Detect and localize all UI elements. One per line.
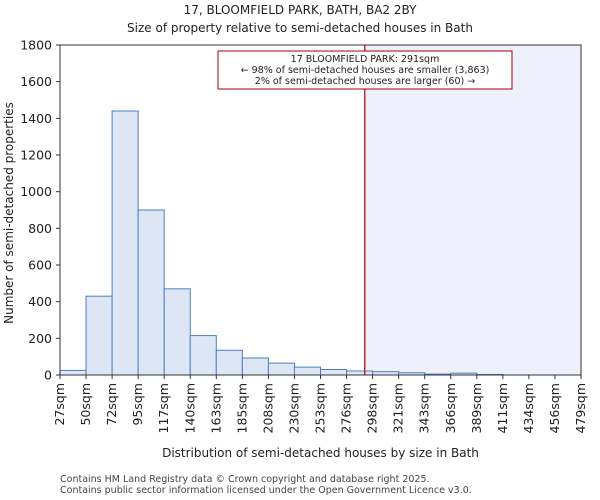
x-tick-label-185sqm: 185sqm bbox=[234, 383, 249, 433]
bar-163sqm bbox=[215, 349, 243, 376]
x-tick-label-434sqm: 434sqm bbox=[521, 383, 536, 433]
annotation-line-3: 2% of semi-detached houses are larger (6… bbox=[255, 76, 475, 87]
y-axis-ticks: 0 200 400 600 800 1000 1200 1400 1600 1800 bbox=[20, 38, 60, 383]
larger-region-highlight bbox=[364, 45, 581, 375]
annotation-line-1: 17 BLOOMFIELD PARK: 291sqm bbox=[291, 54, 440, 65]
x-tick-label-479sqm: 479sqm bbox=[573, 383, 588, 433]
x-tick-label-366sqm: 366sqm bbox=[443, 383, 458, 433]
x-tick-label-321sqm: 321sqm bbox=[391, 383, 406, 433]
bar-140sqm bbox=[189, 335, 217, 376]
bar-276sqm bbox=[346, 370, 374, 376]
x-tick-label-389sqm: 389sqm bbox=[469, 383, 484, 433]
chart-title: 17, BLOOMFIELD PARK, BATH, BA2 2BY bbox=[183, 3, 417, 17]
y-tick-label-1000: 1000 bbox=[20, 184, 52, 199]
y-tick-label-1400: 1400 bbox=[20, 111, 52, 126]
y-axis-label: Number of semi-detached properties bbox=[2, 102, 16, 324]
x-axis-ticks: 27sqm 50sqm 72sqm 95sqm 117sqm 140sqm 163sqm 18… bbox=[52, 375, 588, 433]
x-tick-label-411sqm: 411sqm bbox=[495, 383, 510, 433]
x-tick-label-208sqm: 208sqm bbox=[260, 383, 275, 433]
bar-27sqm bbox=[59, 369, 87, 376]
y-tick-label-200: 200 bbox=[28, 331, 52, 346]
x-tick-label-276sqm: 276sqm bbox=[339, 383, 354, 433]
x-tick-label-27sqm: 27sqm bbox=[52, 383, 67, 426]
x-tick-label-50sqm: 50sqm bbox=[78, 383, 93, 426]
x-tick-label-456sqm: 456sqm bbox=[547, 383, 562, 433]
x-axis-label: Distribution of semi-detached houses by … bbox=[162, 446, 479, 460]
x-tick-label-298sqm: 298sqm bbox=[365, 383, 380, 433]
bar-230sqm bbox=[293, 366, 322, 376]
x-tick-label-343sqm: 343sqm bbox=[417, 383, 432, 433]
annotation-box bbox=[217, 50, 513, 90]
footer-line-1: Contains HM Land Registry data © Crown c… bbox=[60, 474, 430, 485]
y-tick-label-1800: 1800 bbox=[20, 38, 52, 53]
y-tick-label-600: 600 bbox=[28, 258, 52, 273]
x-tick-label-117sqm: 117sqm bbox=[156, 383, 171, 433]
marker-annotation: 17 BLOOMFIELD PARK: 291sqm ← 98% of semi… bbox=[217, 50, 513, 90]
y-tick-label-1200: 1200 bbox=[20, 148, 52, 163]
bar-185sqm bbox=[241, 357, 269, 376]
y-tick-label-400: 400 bbox=[28, 294, 52, 309]
bar-95sqm bbox=[137, 209, 165, 376]
bar-208sqm bbox=[267, 362, 295, 376]
bar-72sqm bbox=[111, 110, 139, 376]
x-tick-label-95sqm: 95sqm bbox=[130, 383, 145, 426]
chart-subtitle: Size of property relative to semi-detach… bbox=[127, 21, 473, 35]
bar-253sqm bbox=[320, 369, 348, 376]
x-tick-label-163sqm: 163sqm bbox=[208, 383, 223, 433]
y-tick-label-1600: 1600 bbox=[20, 74, 52, 89]
bars-group bbox=[59, 110, 504, 376]
histogram-chart: 0 200 400 600 800 1000 1200 1400 1600 1800 27sqm 5… bbox=[2, 38, 588, 461]
bar-117sqm bbox=[163, 288, 191, 376]
x-tick-label-230sqm: 230sqm bbox=[286, 383, 301, 433]
x-tick-label-140sqm: 140sqm bbox=[182, 383, 197, 433]
y-tick-label-800: 800 bbox=[28, 221, 52, 236]
x-tick-label-253sqm: 253sqm bbox=[313, 383, 328, 433]
annotation-line-2: ← 98% of semi-detached houses are smalle… bbox=[241, 65, 490, 76]
bar-50sqm bbox=[85, 295, 113, 376]
x-tick-label-72sqm: 72sqm bbox=[104, 383, 119, 426]
footer-line-2: Contains public sector information licen… bbox=[60, 485, 472, 496]
y-tick-label-0: 0 bbox=[44, 368, 52, 383]
